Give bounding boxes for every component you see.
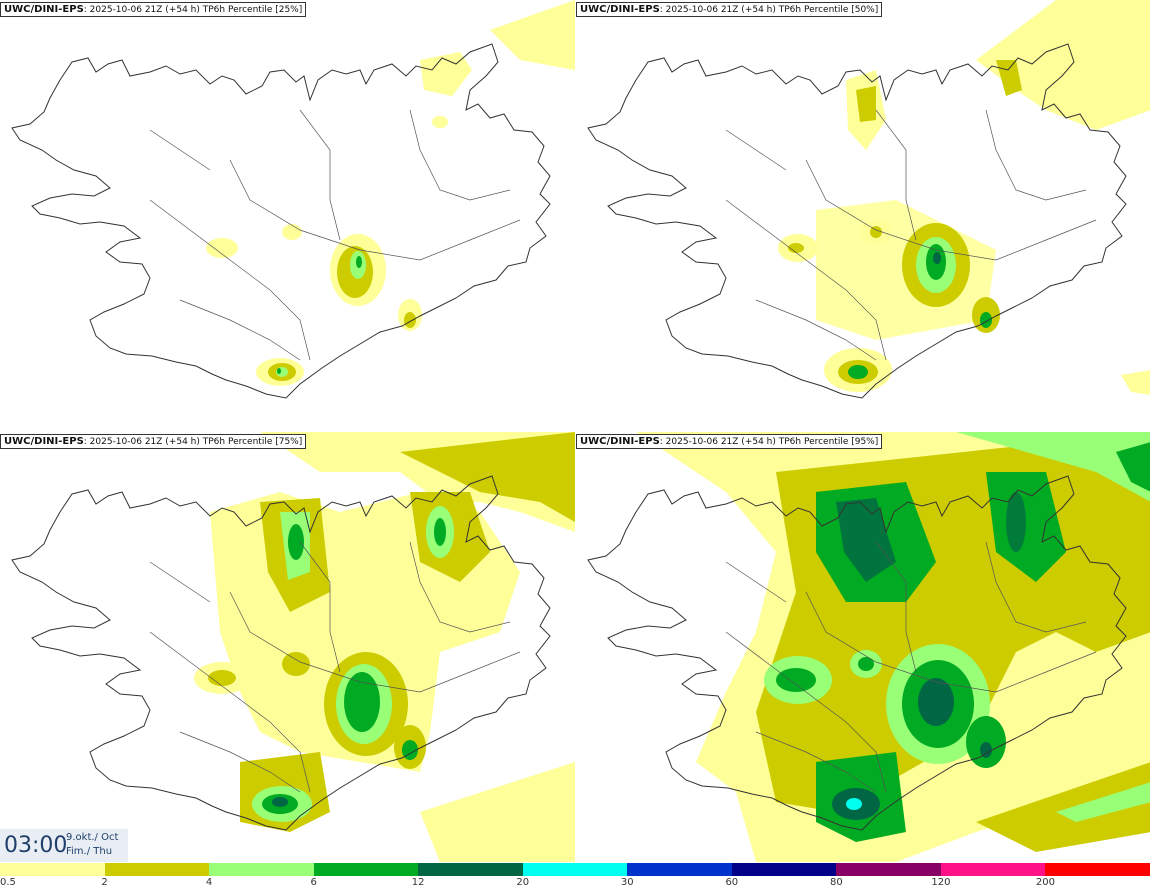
precip-map-p50 <box>587 0 1150 399</box>
legend-label: 60 <box>725 877 739 888</box>
precip-map-p95 <box>587 432 1150 862</box>
map-panel-p25: UWC/DINI-EPS: 2025-10-06 21Z (+54 h) TP6… <box>0 0 575 430</box>
run-info: : 2025-10-06 21Z (+54 h) TP6h Percentile… <box>659 5 879 15</box>
panel-title-p50: UWC/DINI-EPS: 2025-10-06 21Z (+54 h) TP6… <box>576 2 883 17</box>
run-info: : 2025-10-06 21Z (+54 h) TP6h Percentile… <box>83 437 303 447</box>
legend-swatch <box>940 863 1046 876</box>
precip-map-p25 <box>11 0 575 399</box>
valid-date-label: 9.okt./ Oct <box>66 832 119 843</box>
map-panel-p95: UWC/DINI-EPS: 2025-10-06 21Z (+54 h) TP6… <box>576 432 1150 862</box>
panel-title-p25: UWC/DINI-EPS: 2025-10-06 21Z (+54 h) TP6… <box>0 2 307 17</box>
legend-swatch <box>836 863 941 876</box>
model-label: UWC/DINI-EPS <box>4 436 84 447</box>
legend-label: 80 <box>829 877 843 888</box>
legend-label: 200 <box>1035 877 1055 888</box>
legend-color-bar <box>0 863 1150 876</box>
map-panel-p50: UWC/DINI-EPS: 2025-10-06 21Z (+54 h) TP6… <box>576 0 1150 430</box>
legend-label: 6 <box>310 877 317 888</box>
valid-day-label: Fim./ Thu <box>66 846 113 857</box>
valid-time: 03:00 <box>4 833 68 858</box>
legend-swatch <box>418 863 523 876</box>
run-info: : 2025-10-06 21Z (+54 h) TP6h Percentile… <box>83 5 303 15</box>
run-info: : 2025-10-06 21Z (+54 h) TP6h Percentile… <box>659 437 879 447</box>
legend-label: 20 <box>516 877 530 888</box>
legend-label: 4 <box>205 877 213 888</box>
legend-swatch <box>522 863 628 876</box>
legend-swatch <box>209 863 314 876</box>
legend-label: 30 <box>620 877 634 888</box>
precip-map-p75 <box>11 432 575 862</box>
legend-label: 12 <box>411 877 425 888</box>
map-panel-p75: UWC/DINI-EPS: 2025-10-06 21Z (+54 h) TP6… <box>0 432 575 862</box>
legend-swatch <box>0 863 105 876</box>
legend-label: 0.5 <box>0 877 16 888</box>
model-label: UWC/DINI-EPS <box>580 4 660 15</box>
legend-label: 120 <box>931 877 951 888</box>
legend-swatch <box>104 863 210 876</box>
legend-swatch <box>627 863 732 876</box>
legend-swatch <box>313 863 419 876</box>
valid-date: 9.okt./ Oct Fim./ Thu <box>66 831 118 859</box>
model-label: UWC/DINI-EPS <box>4 4 84 15</box>
legend-swatch <box>1045 863 1150 876</box>
valid-time-box: 03:00 9.okt./ Oct Fim./ Thu <box>0 829 128 862</box>
panel-divider <box>575 0 576 862</box>
color-legend: 0.5 2 4 6 12 20 30 60 80 120 200 <box>0 863 1150 891</box>
legend-swatch <box>731 863 837 876</box>
model-label: UWC/DINI-EPS <box>580 436 660 447</box>
panel-title-p95: UWC/DINI-EPS: 2025-10-06 21Z (+54 h) TP6… <box>576 434 883 449</box>
legend-label: 2 <box>101 877 108 888</box>
panel-title-p75: UWC/DINI-EPS: 2025-10-06 21Z (+54 h) TP6… <box>0 434 307 449</box>
